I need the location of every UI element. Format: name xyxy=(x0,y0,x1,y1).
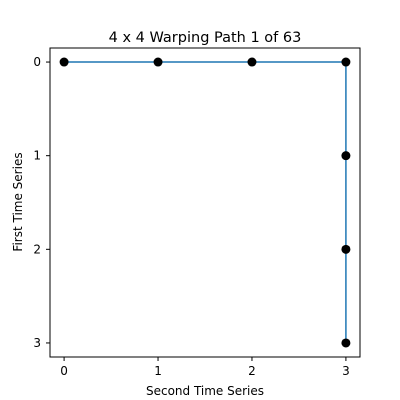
marker-layer xyxy=(59,57,351,348)
tick-layer: 0 1 2 3 0 1 2 3 xyxy=(33,55,349,378)
x-tick-label: 1 xyxy=(154,364,162,378)
path-point-marker xyxy=(341,151,351,161)
x-axis-label: Second Time Series xyxy=(146,384,264,398)
y-tick-label: 1 xyxy=(33,149,41,163)
plot-area-frame xyxy=(49,47,361,358)
path-point-marker xyxy=(341,338,351,348)
y-axis-label: First Time Series xyxy=(11,152,25,251)
chart-title: 4 x 4 Warping Path 1 of 63 xyxy=(109,30,302,46)
path-point-marker xyxy=(341,244,351,254)
y-tick-label: 0 xyxy=(33,55,41,69)
series-layer xyxy=(64,61,347,343)
warping-path-line xyxy=(64,61,347,343)
path-point-marker xyxy=(59,57,69,67)
path-point-marker xyxy=(247,57,257,67)
x-tick-label: 0 xyxy=(60,364,68,378)
x-tick-label: 3 xyxy=(342,364,350,378)
path-point-marker xyxy=(341,57,351,67)
y-tick-label: 3 xyxy=(33,336,41,350)
x-tick-label: 2 xyxy=(248,364,256,378)
path-point-marker xyxy=(153,57,163,67)
y-tick-label: 2 xyxy=(33,242,41,256)
